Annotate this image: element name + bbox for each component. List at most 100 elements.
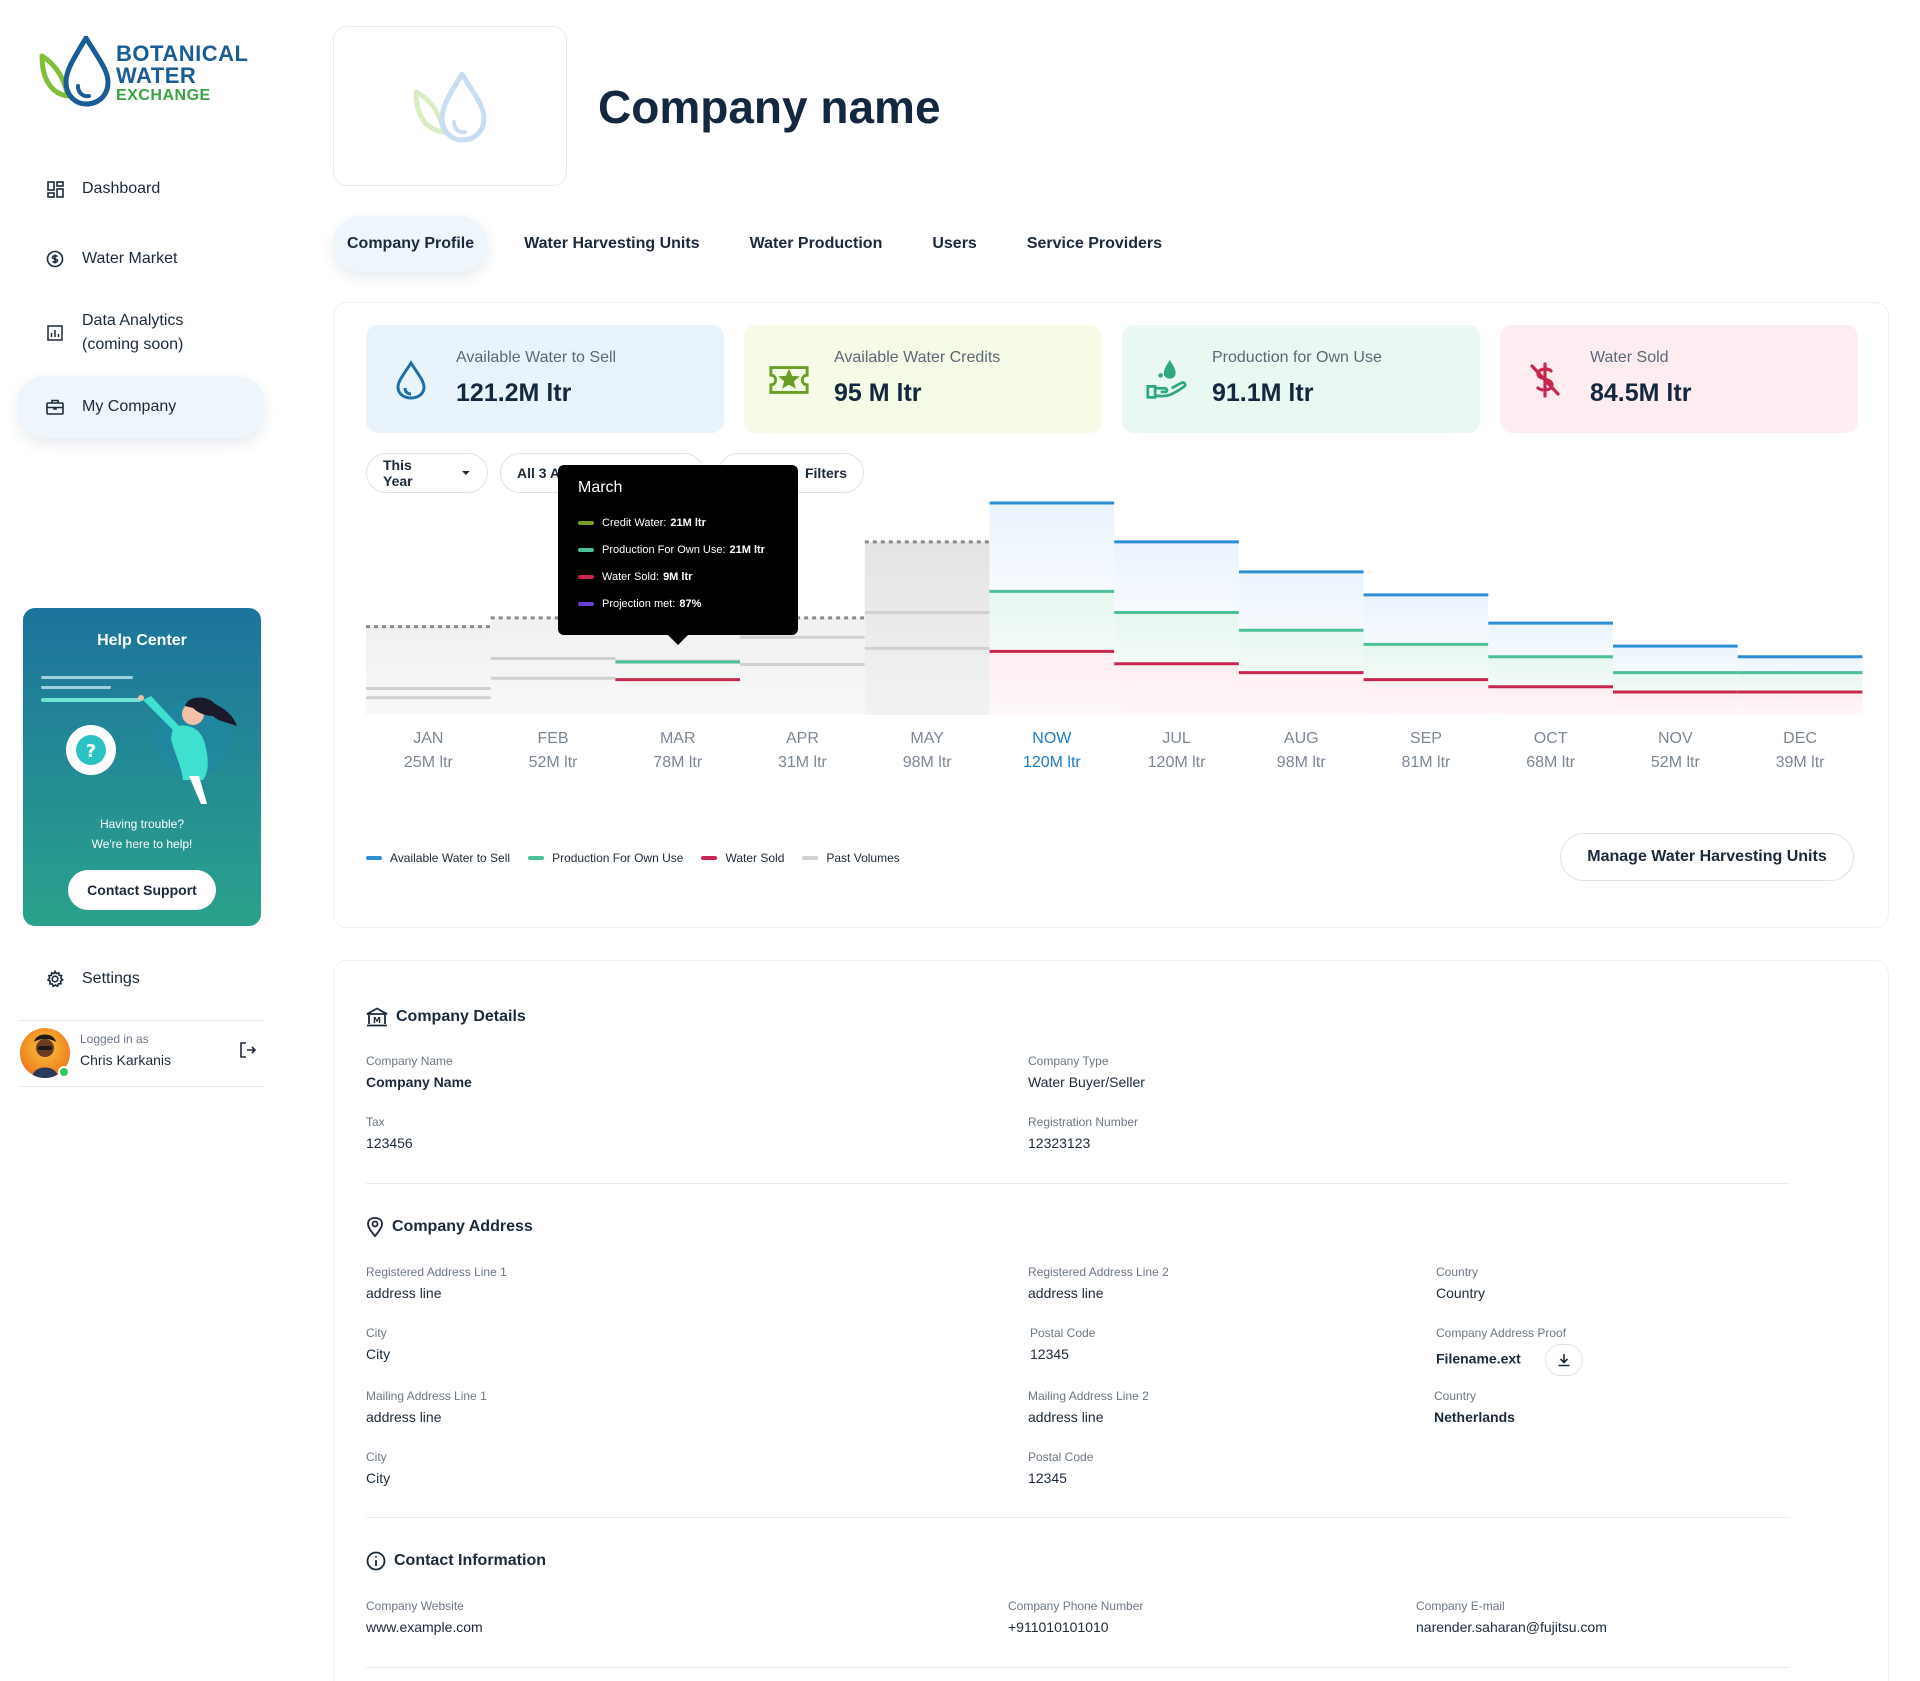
- x-axis-month-label: JUL: [1162, 730, 1191, 747]
- legend-own-use: Production For Own Use: [528, 851, 683, 865]
- x-axis-month-label: JAN: [413, 730, 443, 747]
- coin-icon: [46, 250, 64, 268]
- stat-water-sold[interactable]: Water Sold 84.5M ltr: [1500, 325, 1858, 433]
- contact-support-button[interactable]: Contact Support: [68, 870, 216, 910]
- available-water-area: [989, 503, 1115, 592]
- chevron-down-icon: [462, 471, 471, 475]
- x-axis-month-label: NOW: [1032, 730, 1072, 747]
- x-axis-month-label: MAR: [660, 730, 696, 747]
- field-registration-number: Registration Number 12323123: [1028, 1115, 1138, 1151]
- field-tax: Tax 123456: [366, 1115, 413, 1151]
- x-axis-volume-label: 98M ltr: [1277, 754, 1327, 771]
- own-use-area: [989, 591, 1115, 652]
- stat-water-credits[interactable]: Available Water Credits 95 M ltr: [744, 325, 1102, 433]
- sidebar-item-data-analytics[interactable]: Data Analytics (coming soon): [18, 298, 264, 368]
- field-company-type: Company Type Water Buyer/Seller: [1028, 1054, 1145, 1090]
- help-center-title: Help Center: [97, 632, 187, 649]
- past-volume-area: [864, 541, 990, 715]
- tab-company-profile[interactable]: Company Profile: [333, 216, 489, 272]
- field-label: Country: [1436, 1265, 1479, 1279]
- field-value: address line: [1028, 1285, 1104, 1301]
- sidebar-item-label: Dashboard: [82, 180, 161, 197]
- field-label: Postal Code: [1028, 1450, 1094, 1464]
- field-company-name: Company Name Company Name: [366, 1054, 472, 1090]
- tooltip-row-credit-water: Credit Water: 21M ltr: [578, 517, 706, 529]
- brand-logo[interactable]: BOTANICAL WATER EXCHANGE: [38, 36, 258, 112]
- tab-service-providers[interactable]: Service Providers: [1026, 235, 1163, 252]
- x-axis-month-label: AUG: [1284, 730, 1319, 747]
- water-overview-card: Available Water to Sell 121.2M ltr Avail…: [333, 302, 1889, 928]
- field-company-website: Company Website www.example.com: [366, 1599, 483, 1635]
- tab-users[interactable]: Users: [932, 235, 977, 252]
- field-label: Postal Code: [1030, 1326, 1096, 1340]
- x-axis-month-label: DEC: [1783, 730, 1817, 747]
- field-label: Company Name: [366, 1054, 453, 1068]
- gear-icon: [46, 970, 64, 988]
- help-illustration: ?: [41, 676, 237, 804]
- tooltip-row-water-sold: Water Sold: 9M ltr: [578, 571, 692, 583]
- water-sold-area: [1613, 692, 1738, 715]
- field-mailing-postal-code: Postal Code 12345: [1028, 1450, 1093, 1486]
- tooltip-swatch: [578, 602, 594, 606]
- legend-label: Water Sold: [725, 851, 785, 865]
- section-title: Company Address: [392, 1218, 533, 1235]
- field-value: Country: [1436, 1285, 1486, 1301]
- field-country: Country Country: [1436, 1265, 1485, 1301]
- tab-water-production[interactable]: Water Production: [749, 235, 883, 252]
- field-value: 12323123: [1028, 1135, 1091, 1151]
- x-axis-month-label: NOV: [1658, 730, 1693, 747]
- company-logo-icon: [413, 71, 487, 143]
- tooltip-row-label: Water Sold:: [602, 571, 660, 583]
- field-value: 12345: [1030, 1346, 1069, 1362]
- stat-label: Available Water Credits: [834, 349, 1001, 366]
- user-name: Chris Karkanis: [80, 1052, 172, 1068]
- company-address-heading: Company Address: [366, 1217, 533, 1237]
- x-axis-month-label: MAY: [910, 730, 944, 747]
- stat-label: Production for Own Use: [1212, 349, 1382, 366]
- field-label: Company Address Proof: [1436, 1326, 1567, 1340]
- x-axis-volume-label: 25M ltr: [404, 754, 454, 771]
- download-button[interactable]: [1544, 1344, 1583, 1376]
- field-value: +911010101010: [1008, 1619, 1109, 1635]
- sidebar-divider: [18, 1020, 264, 1021]
- water-sold-area: [1488, 686, 1613, 715]
- legend-label: Past Volumes: [826, 851, 900, 865]
- tooltip-row-own-use: Production For Own Use: 21M ltr: [578, 544, 765, 556]
- tooltip-swatch: [578, 575, 594, 579]
- field-company-phone: Company Phone Number +911010101010: [1008, 1599, 1143, 1635]
- dollar-slash-icon: [1524, 359, 1566, 401]
- stat-own-use[interactable]: Production for Own Use 91.1M ltr: [1122, 325, 1480, 433]
- field-label: City: [366, 1450, 387, 1464]
- chart-tooltip: March Credit Water: 21M ltr Production Fo…: [558, 465, 798, 645]
- sidebar-item-settings[interactable]: Settings: [46, 970, 140, 988]
- stat-value: 95 M ltr: [834, 379, 922, 407]
- sidebar-item-my-company[interactable]: My Company: [18, 376, 264, 438]
- chart-legend: Available Water to Sell Production For O…: [366, 851, 918, 865]
- manage-harvesting-units-button[interactable]: Manage Water Harvesting Units: [1560, 833, 1854, 881]
- period-filter-dropdown[interactable]: This Year: [366, 453, 488, 493]
- field-value: address line: [1028, 1409, 1104, 1425]
- stat-available-water[interactable]: Available Water to Sell 121.2M ltr: [366, 325, 724, 433]
- sidebar-item-sublabel: (coming soon): [82, 336, 184, 353]
- field-mailing-city: City City: [366, 1450, 390, 1486]
- stat-label: Available Water to Sell: [456, 349, 617, 366]
- field-value: 123456: [366, 1135, 413, 1151]
- leaf-drop-logo-icon: [39, 36, 111, 107]
- sidebar-item-dashboard[interactable]: Dashboard: [18, 158, 264, 220]
- tab-water-harvesting-units[interactable]: Water Harvesting Units: [524, 235, 700, 252]
- tooltip-row-projection: Projection met: 87%: [578, 598, 701, 610]
- brand-line-1: BOTANICAL: [116, 41, 249, 66]
- company-logo-placeholder[interactable]: [333, 26, 567, 186]
- tooltip-row-value: 21M ltr: [729, 544, 765, 556]
- field-value[interactable]: www.example.com: [366, 1619, 483, 1635]
- field-value: City: [366, 1470, 391, 1486]
- help-text-line-1: Having trouble?: [99, 817, 185, 831]
- field-label: Mailing Address Line 2: [1028, 1389, 1149, 1403]
- help-text-line-2: We're here to help!: [91, 837, 193, 851]
- field-value: address line: [366, 1409, 442, 1425]
- field-label: Registered Address Line 2: [1028, 1265, 1169, 1279]
- field-value[interactable]: narender.saharan@fujitsu.com: [1416, 1619, 1607, 1635]
- water-sold-area: [1737, 692, 1863, 715]
- logout-icon[interactable]: [238, 1040, 258, 1065]
- sidebar-item-water-market[interactable]: Water Market: [18, 228, 264, 290]
